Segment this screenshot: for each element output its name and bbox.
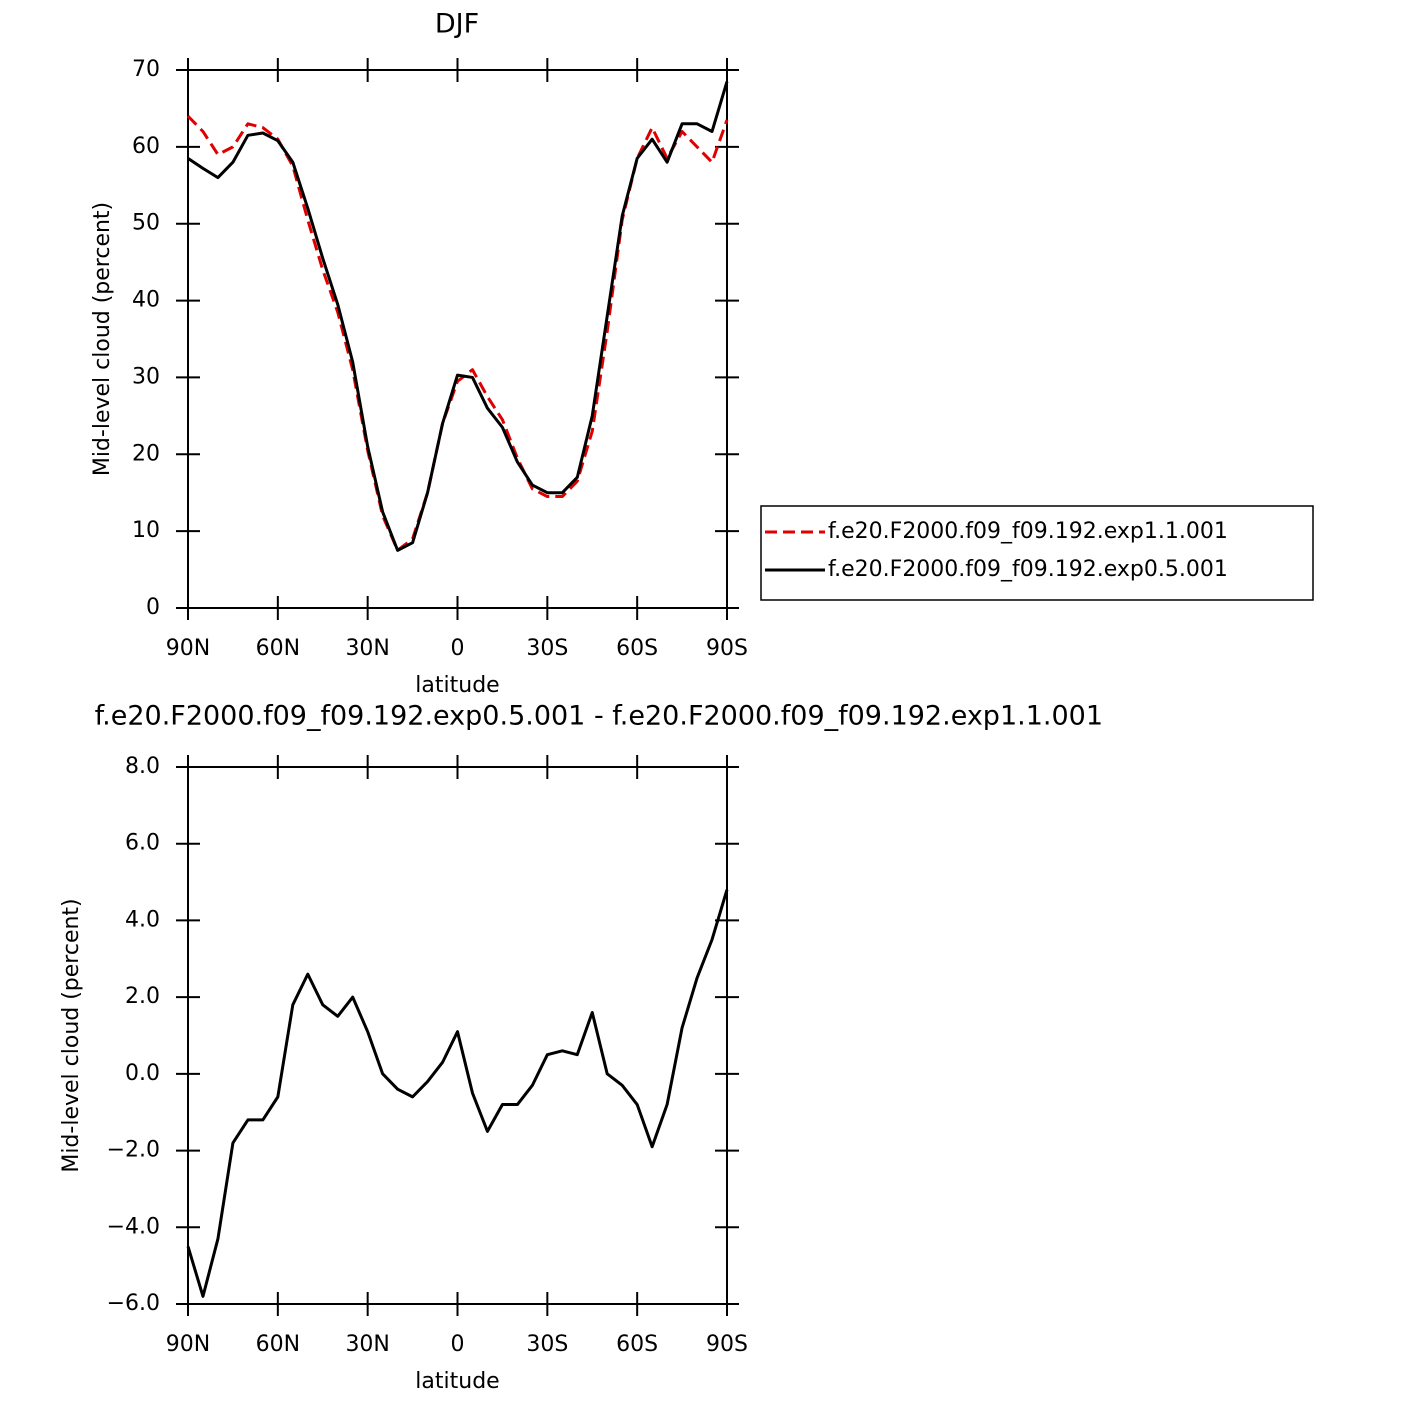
x-tick-label: 0 [451, 636, 465, 661]
chart-title: DJF [435, 9, 479, 40]
y-tick-label: 20 [132, 441, 160, 466]
y-tick-label: 30 [132, 364, 160, 389]
y-tick-label: −4.0 [107, 1214, 160, 1239]
data-line [187, 81, 729, 552]
x-tick-label: 30S [526, 1332, 568, 1357]
y-tick-label: 0 [146, 595, 160, 620]
chart-title: f.e20.F2000.f09_f09.192.exp0.5.001 - f.e… [95, 701, 1103, 732]
data-line [186, 889, 729, 1298]
y-axis-label: Mid-level cloud (percent) [90, 202, 115, 476]
y-tick-label: 50 [132, 211, 160, 236]
x-tick-label: 60N [256, 1332, 300, 1357]
y-tick-label: −6.0 [107, 1291, 160, 1316]
x-tick-label: 30S [526, 636, 568, 661]
x-tick-label: 30N [345, 636, 389, 661]
x-tick-label: 60N [256, 636, 300, 661]
x-tick-label: 90N [166, 1332, 210, 1357]
y-tick-label: 40 [132, 288, 160, 313]
data-line [186, 115, 729, 552]
x-tick-label: 0 [451, 1332, 465, 1357]
legend-label: f.e20.F2000.f09_f09.192.exp0.5.001 [828, 557, 1228, 582]
y-tick-label: 0.0 [125, 1061, 160, 1086]
x-tick-label: 30N [345, 1332, 389, 1357]
x-tick-label: 90S [706, 1332, 748, 1357]
y-tick-label: 70 [132, 57, 160, 82]
legend-box [760, 505, 1314, 601]
x-tick-label: 60S [616, 1332, 658, 1357]
y-tick-label: 60 [132, 134, 160, 159]
legend: f.e20.F2000.f09_f09.192.exp1.1.001 f.e20.… [760, 505, 1314, 601]
y-tick-label: 2.0 [125, 984, 160, 1009]
x-axis-label: latitude [415, 1369, 499, 1394]
y-tick-label: −2.0 [107, 1138, 160, 1163]
x-tick-label: 90S [706, 636, 748, 661]
y-tick-label: 8.0 [125, 754, 160, 779]
y-tick-label: 4.0 [125, 907, 160, 932]
y-axis-label: Mid-level cloud (percent) [59, 898, 84, 1172]
legend-label: f.e20.F2000.f09_f09.192.exp1.1.001 [828, 519, 1228, 544]
y-tick-label: 10 [132, 518, 160, 543]
x-tick-label: 90N [166, 636, 210, 661]
x-axis-label: latitude [415, 673, 499, 698]
plot-frame [187, 69, 728, 609]
y-tick-label: 6.0 [125, 831, 160, 856]
x-tick-label: 60S [616, 636, 658, 661]
